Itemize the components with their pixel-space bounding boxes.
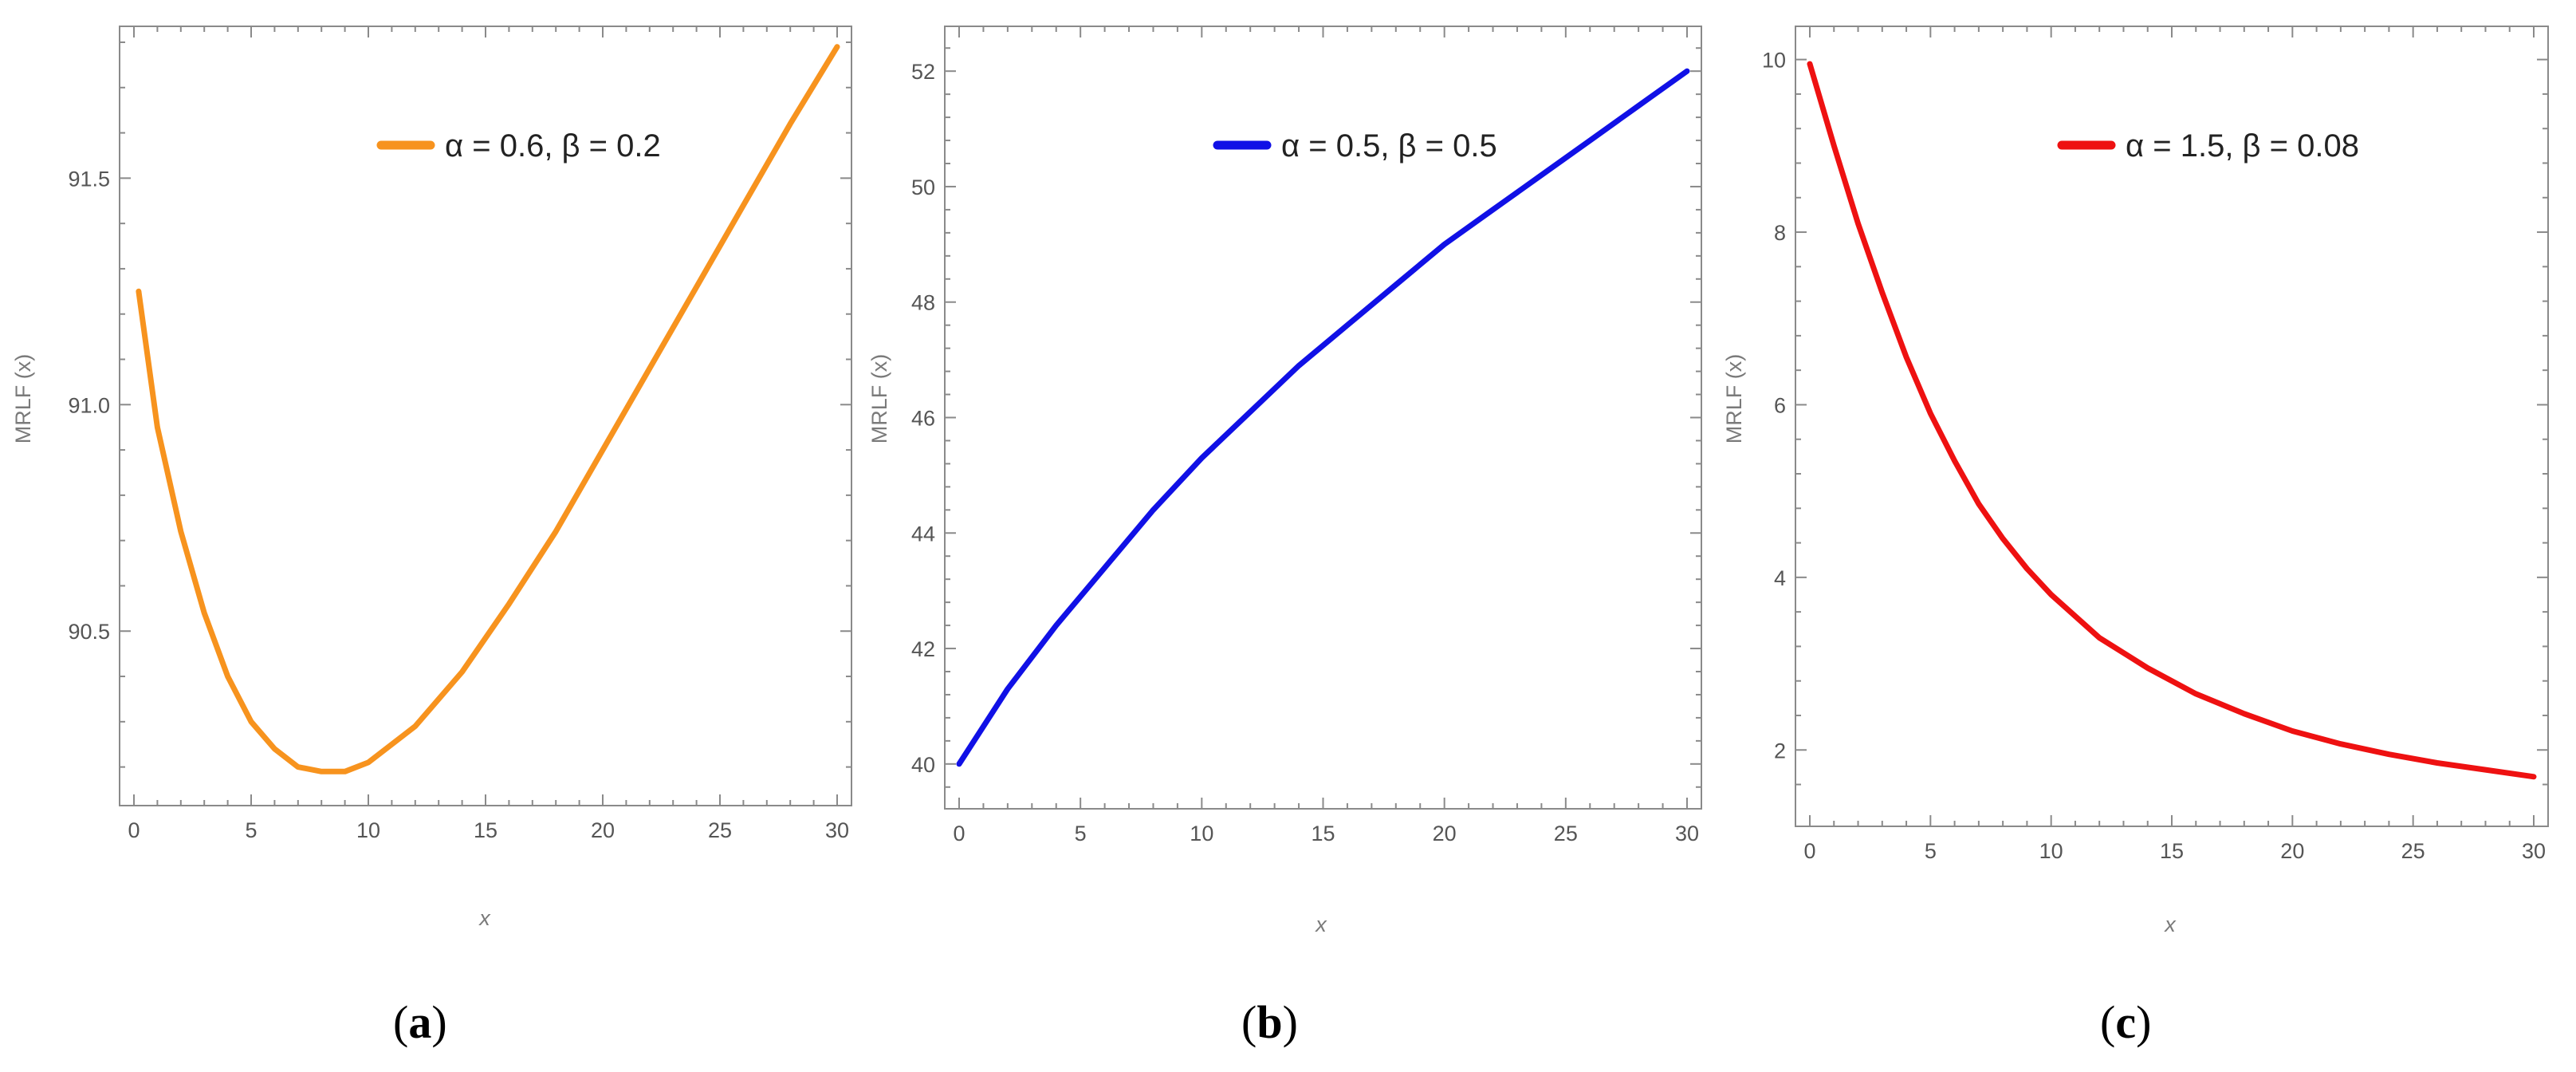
x-tick-label-b: 30 xyxy=(1675,822,1699,845)
x-tick-label-a: 0 xyxy=(128,818,140,842)
legend-label-a: α = 0.6, β = 0.2 xyxy=(445,128,661,164)
caption-c-letter: c xyxy=(2115,996,2137,1048)
y-tick-label-c: 4 xyxy=(1774,566,1786,590)
x-tick-label-c: 0 xyxy=(1803,839,1815,863)
x-tick-label-b: 5 xyxy=(1075,822,1087,845)
x-tick-label-b: 15 xyxy=(1311,822,1335,845)
y-tick-label-b: 42 xyxy=(911,637,935,661)
x-tick-label-a: 25 xyxy=(708,818,732,842)
x-tick-label-b: 10 xyxy=(1190,822,1213,845)
y-tick-label-a: 90.5 xyxy=(68,620,110,644)
y-tick-label-b: 40 xyxy=(911,753,935,777)
chart-b-svg: 0 5 10 15 20 25 30 40 42 44 46 48 50 52 MRLF (x) x α = 0… xyxy=(867,26,1702,936)
y-tick-label-b: 48 xyxy=(911,291,935,315)
legend-label-c: α = 1.5, β = 0.08 xyxy=(2126,128,2359,164)
y-axis-label-a: MRLF (x) xyxy=(11,354,35,443)
x-axis-label-b: x xyxy=(1314,912,1327,936)
y-tick-label-b: 52 xyxy=(911,60,935,84)
y-tick-label-c: 6 xyxy=(1774,393,1786,417)
chart-panel-c: 0 5 10 15 20 25 30 2 4 6 8 10 MRLF (x) x α = 1.5, β = … xyxy=(1717,0,2576,1072)
legend-label-b: α = 0.5, β = 0.5 xyxy=(1281,128,1497,164)
caption-c: (c) xyxy=(2100,996,2152,1048)
y-axis-label-b: MRLF (x) xyxy=(867,354,891,443)
y-tick-label-a: 91.0 xyxy=(68,393,110,417)
x-tick-label-b: 20 xyxy=(1433,822,1457,845)
x-tick-label-c: 30 xyxy=(2522,839,2546,863)
x-tick-label-a: 5 xyxy=(245,818,257,842)
chart-panel-a: 0 5 10 15 20 25 30 90.5 91.0 91.5 MRLF (x) x α = 0.6… xyxy=(0,0,859,1072)
x-tick-label-a: 20 xyxy=(591,818,615,842)
x-tick-label-c: 15 xyxy=(2160,839,2184,863)
caption-b-letter: b xyxy=(1257,996,1283,1048)
x-tick-label-b: 0 xyxy=(953,822,965,845)
x-tick-label-a: 30 xyxy=(825,818,849,842)
y-tick-label-b: 44 xyxy=(911,522,935,546)
series-line-c xyxy=(1807,61,2537,780)
series-line-a xyxy=(136,44,840,774)
y-tick-label-c: 2 xyxy=(1774,739,1786,763)
caption-b: (b) xyxy=(1241,996,1298,1048)
series-line-b xyxy=(956,68,1690,767)
x-tick-label-c: 10 xyxy=(2039,839,2063,863)
chart-a-svg: 0 5 10 15 20 25 30 90.5 91.0 91.5 MRLF (x) x α = 0.6… xyxy=(11,26,852,930)
y-tick-label-c: 8 xyxy=(1774,221,1786,245)
x-tick-label-c: 20 xyxy=(2280,839,2304,863)
chart-c-svg: 0 5 10 15 20 25 30 2 4 6 8 10 MRLF (x) x α = 1.5, β = … xyxy=(1722,26,2549,936)
x-tick-label-c: 5 xyxy=(1925,839,1937,863)
caption-a-letter: a xyxy=(408,996,432,1048)
x-tick-label-c: 25 xyxy=(2401,839,2425,863)
chart-panel-b: 0 5 10 15 20 25 30 40 42 44 46 48 50 52 MRLF (x) x α = 0… xyxy=(859,0,1717,1072)
x-tick-label-a: 15 xyxy=(474,818,498,842)
x-axis-label-a: x xyxy=(478,906,491,930)
y-tick-label-b: 46 xyxy=(911,407,935,431)
x-tick-label-b: 25 xyxy=(1554,822,1578,845)
y-tick-label-a: 91.5 xyxy=(68,167,110,191)
y-tick-label-b: 50 xyxy=(911,175,935,199)
y-axis-label-c: MRLF (x) xyxy=(1722,354,1746,443)
x-axis-label-c: x xyxy=(2163,912,2177,936)
x-tick-label-a: 10 xyxy=(356,818,380,842)
y-tick-label-c: 10 xyxy=(1762,49,1786,73)
caption-a: (a) xyxy=(393,996,447,1048)
